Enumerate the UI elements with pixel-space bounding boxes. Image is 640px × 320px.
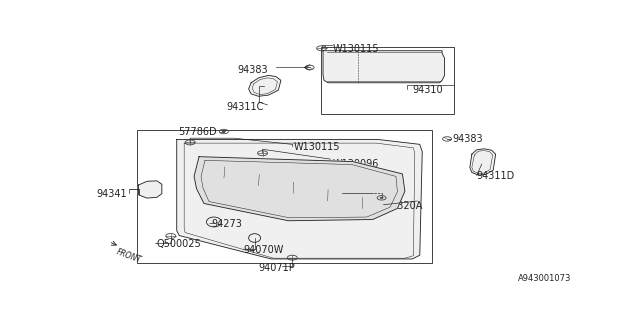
Polygon shape (138, 181, 162, 198)
Text: W130115: W130115 (333, 44, 380, 54)
Text: 94310: 94310 (412, 85, 443, 95)
Circle shape (222, 131, 225, 132)
Text: 94320A: 94320A (385, 201, 422, 211)
Text: 57786D: 57786D (343, 188, 381, 199)
Text: 94383: 94383 (238, 65, 269, 76)
Text: 94071P: 94071P (259, 263, 295, 273)
Polygon shape (194, 157, 405, 221)
Bar (137, 130, 432, 263)
Text: 94070W: 94070W (244, 245, 284, 255)
Polygon shape (177, 140, 422, 259)
Text: 94273: 94273 (211, 220, 243, 229)
Text: Q500025: Q500025 (157, 239, 202, 249)
Circle shape (380, 197, 383, 199)
Polygon shape (323, 51, 445, 83)
Text: 94311C: 94311C (226, 102, 264, 112)
Text: 94341: 94341 (97, 188, 127, 199)
Text: FRONT: FRONT (115, 247, 142, 265)
Text: 94383: 94383 (452, 134, 483, 144)
Polygon shape (249, 75, 281, 96)
Bar (321, 47, 454, 114)
Text: 57786D: 57786D (178, 127, 216, 137)
Text: 94311D: 94311D (477, 172, 515, 181)
Text: W130115: W130115 (293, 142, 340, 152)
Text: A943001073: A943001073 (518, 274, 571, 283)
Polygon shape (470, 149, 495, 175)
Text: W130096: W130096 (333, 159, 380, 169)
